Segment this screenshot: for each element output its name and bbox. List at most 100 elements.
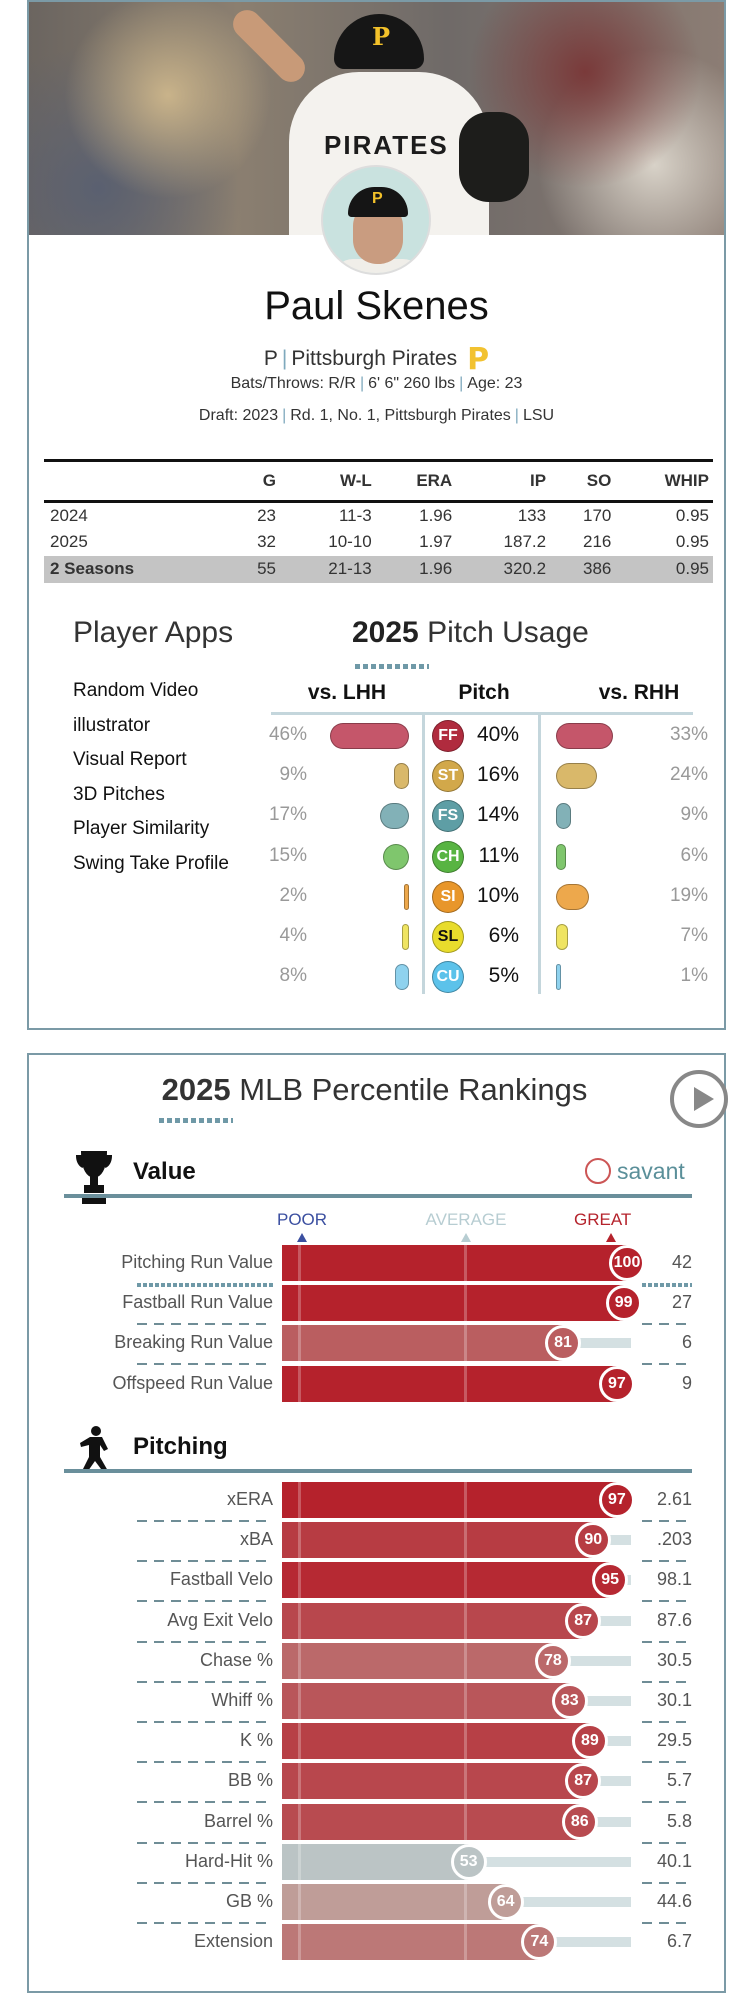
- position: P: [263, 347, 278, 370]
- stats-cell: 0.95: [615, 555, 713, 583]
- avatar-cap: P: [348, 187, 408, 217]
- percentile-bar: [282, 1843, 469, 1880]
- metric-label: GB %: [225, 1891, 273, 1911]
- rhh-pct: 1%: [680, 965, 708, 987]
- stats-cell: 2 Seasons: [44, 555, 234, 583]
- pitch-usage-title: 2025 Pitch Usage: [352, 616, 589, 650]
- stats-cell: 133: [517, 505, 547, 525]
- draft-line: Draft: 2023 | Rd. 1, No. 1, Pittsburgh Pir…: [198, 407, 555, 424]
- stats-cell: 386: [550, 555, 616, 583]
- rhh-usage-bar: [556, 763, 598, 790]
- bar-gridline: [464, 1723, 467, 1760]
- section-divider: [64, 1469, 692, 1473]
- metric-value: 87.6: [656, 1609, 692, 1630]
- school: LSU: [522, 407, 555, 424]
- bats-throws: Bats/Throws: R/R: [230, 375, 356, 392]
- section-title: Pitching: [133, 1433, 228, 1460]
- play-button[interactable]: [670, 1070, 728, 1128]
- row-separator: [137, 1600, 273, 1603]
- percentile-bar: [282, 1245, 627, 1281]
- lhh-usage-bar: [379, 803, 409, 830]
- lhh-pct: 46%: [268, 724, 307, 745]
- pitch-badge: SL: [432, 921, 464, 953]
- row-separator: [137, 1640, 273, 1643]
- stats-header: [44, 459, 234, 503]
- bar-gridline: [464, 1245, 467, 1281]
- pitcher-icon: [76, 1425, 112, 1481]
- bar-gridline: [464, 1642, 467, 1679]
- row-separator: [642, 1520, 692, 1522]
- percentile-badge: 83: [551, 1683, 588, 1719]
- bar-gridline: [298, 1245, 301, 1281]
- team-name[interactable]: Pittsburgh Pirates: [291, 347, 458, 370]
- row-separator: [642, 1363, 692, 1366]
- row-separator: [137, 1520, 273, 1522]
- age: Age: 23: [467, 375, 523, 392]
- percentile-bar: [282, 1803, 580, 1840]
- app-link[interactable]: Player Similarity: [73, 818, 210, 839]
- hero-photo: P PIRATES: [29, 2, 724, 235]
- draft-label: Draft:: [198, 407, 239, 424]
- rhh-pct: 9%: [680, 804, 708, 826]
- stats-header: SO: [550, 459, 616, 503]
- bar-gridline: [298, 1803, 301, 1840]
- row-separator: [642, 1640, 692, 1643]
- percentile-bar: [282, 1642, 553, 1679]
- app-link[interactable]: 3D Pitches: [73, 783, 165, 805]
- rhh-usage-bar: [556, 883, 589, 910]
- metric-value: 9: [681, 1372, 692, 1393]
- cap: P: [334, 14, 424, 69]
- jersey-text: PIRATES: [324, 130, 449, 160]
- lhh-usage-bar: [395, 964, 409, 991]
- bar-gridline: [464, 1683, 467, 1719]
- bar-gridline: [298, 1723, 301, 1760]
- savant-label: savant: [617, 1158, 685, 1184]
- bar-gridline: [298, 1884, 301, 1920]
- bar-gridline: [298, 1924, 301, 1961]
- metric-value: 6.7: [666, 1931, 692, 1952]
- metric-value: .203: [656, 1529, 692, 1550]
- stats-cell: 32: [257, 532, 276, 551]
- pitch-pct: 11%: [478, 843, 519, 867]
- app-link[interactable]: Swing Take Profile: [73, 852, 229, 874]
- row-separator: [642, 1721, 692, 1723]
- section-title: Value: [133, 1158, 196, 1185]
- app-link[interactable]: illustrator: [73, 714, 151, 736]
- bar-gridline: [298, 1365, 301, 1402]
- metric-label: Fastball Velo: [169, 1569, 273, 1590]
- row-separator: [137, 1323, 273, 1326]
- percentile-bar: [282, 1924, 540, 1961]
- row-separator: [137, 1560, 273, 1563]
- pitch-pct: 16%: [476, 763, 519, 787]
- metric-value: 5.7: [666, 1770, 692, 1791]
- row-separator: [642, 1560, 692, 1563]
- app-link[interactable]: Visual Report: [73, 749, 187, 770]
- percentile-bar: [282, 1482, 617, 1518]
- row-separator: [642, 1881, 692, 1884]
- metric-label: Extension: [193, 1931, 273, 1952]
- lhh-pct: 2%: [279, 884, 307, 906]
- bar-gridline: [298, 1602, 301, 1639]
- pitch-badge: SI: [432, 880, 464, 913]
- percentile-badge: 87: [565, 1763, 602, 1800]
- percentile-badge: 87: [565, 1602, 602, 1639]
- pitch-pct: 40%: [476, 723, 519, 746]
- stats-header: W-L: [280, 459, 376, 503]
- stats-header: IP: [456, 459, 551, 503]
- stats-cell: 55: [233, 555, 280, 583]
- lhh-usage-bar: [404, 883, 409, 910]
- pitch-badge: CH: [432, 840, 464, 873]
- percentile-bar: [282, 1723, 590, 1760]
- player-apps-title: Player Apps: [73, 616, 234, 649]
- metric-label: Breaking Run Value: [114, 1332, 273, 1353]
- rhh-usage-bar: [556, 964, 561, 991]
- percentile-badge: 90: [575, 1522, 612, 1559]
- pitcher-arm: [227, 4, 311, 88]
- app-link[interactable]: Random Video: [73, 680, 199, 701]
- average-marker-icon: [461, 1233, 471, 1242]
- usage-divider: [538, 714, 541, 994]
- row-separator: [642, 1761, 692, 1764]
- career-stats-table: G W-L ERA IP SO WHIP 2024 23 11-3 1.96 133 170 0.95…: [44, 459, 713, 583]
- percentile-bar: [282, 1285, 624, 1322]
- savant-link[interactable]: savant: [585, 1158, 685, 1185]
